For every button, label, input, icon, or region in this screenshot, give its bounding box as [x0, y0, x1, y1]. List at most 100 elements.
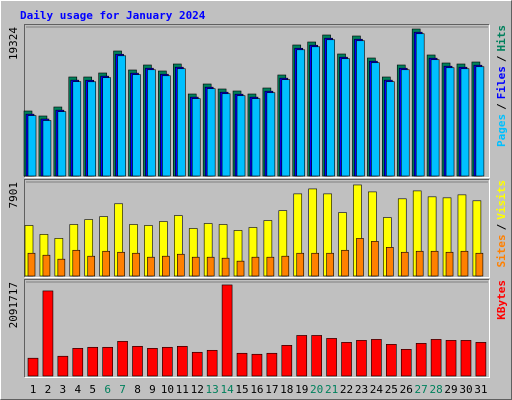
x-tick-label: 22 [340, 383, 353, 396]
legend-separator: / [495, 223, 508, 230]
bar [430, 59, 440, 177]
bar [72, 249, 81, 277]
bar [57, 111, 67, 177]
x-tick-label: 12 [191, 383, 204, 396]
x-tick-label: 6 [104, 383, 111, 396]
bar [102, 346, 113, 377]
bar [415, 250, 424, 277]
bar [147, 348, 158, 377]
bar [296, 335, 308, 377]
x-tick-label: 7 [119, 383, 126, 396]
bar [236, 352, 248, 377]
bar [400, 349, 412, 377]
bar [117, 341, 128, 377]
bar [281, 255, 290, 277]
panel-bevel [24, 279, 490, 378]
x-tick-label: 15 [235, 383, 248, 396]
bar [371, 241, 379, 277]
legend: Sites / Visits [495, 180, 508, 268]
x-tick-label: 20 [310, 383, 323, 396]
x-tick-label: 26 [400, 383, 413, 396]
x-tick-label: 8 [134, 383, 141, 396]
bar [27, 357, 39, 377]
bar [147, 69, 156, 177]
bar [281, 79, 291, 177]
x-tick-label: 10 [161, 383, 174, 396]
bar [191, 351, 203, 377]
bar [147, 256, 155, 277]
bar [430, 250, 439, 277]
bar [296, 252, 305, 277]
bar [132, 345, 143, 377]
bar [42, 254, 51, 277]
x-tick-label: 19 [295, 383, 308, 396]
bar [27, 252, 36, 277]
bar [42, 120, 52, 177]
bar [326, 252, 334, 277]
legend-entry: Pages [495, 114, 508, 147]
x-tick-label: 9 [149, 383, 156, 396]
bar [386, 344, 397, 377]
legend-entry: Files [495, 66, 508, 99]
bar [206, 256, 215, 277]
bar [266, 256, 275, 277]
x-tick-label: 2 [45, 383, 52, 396]
y-tick-label: 7901 [7, 182, 20, 209]
bar [430, 339, 442, 377]
bar [57, 355, 69, 377]
bar [236, 95, 246, 177]
bar [341, 342, 352, 377]
x-tick-label: 17 [265, 383, 278, 396]
panel-bevel [24, 279, 490, 378]
bar [206, 88, 216, 177]
bar [460, 340, 472, 377]
bar [415, 33, 425, 177]
legend-entry: KBytes [495, 280, 508, 320]
bar [356, 340, 367, 377]
bar [191, 256, 200, 277]
x-tick-label: 28 [429, 383, 442, 396]
x-tick-label: 23 [355, 383, 368, 396]
bar [221, 93, 231, 177]
bar [296, 49, 306, 177]
panel-bevel [24, 179, 490, 278]
bar [221, 257, 230, 277]
bar [386, 81, 395, 177]
bar [311, 46, 320, 177]
bar [177, 345, 188, 377]
x-tick-label: 27 [415, 383, 428, 396]
bar [475, 342, 487, 377]
bar [132, 252, 140, 277]
bar [177, 68, 186, 177]
x-tick-label: 21 [325, 383, 338, 396]
legend-entry: Hits [495, 25, 508, 52]
bar [87, 255, 96, 277]
bar [132, 74, 141, 177]
chart-title: Daily usage for January 2024 [20, 9, 206, 22]
legend-separator: / [495, 55, 508, 62]
bar [191, 98, 201, 177]
bar [87, 81, 97, 177]
bar [87, 346, 99, 377]
bar [27, 115, 37, 177]
legend: KBytes [495, 280, 508, 320]
x-tick-label: 18 [280, 383, 293, 396]
bar [117, 251, 125, 277]
bar [162, 75, 171, 177]
x-tick-label: 25 [385, 383, 398, 396]
bar [460, 250, 469, 277]
bar [117, 55, 126, 177]
x-tick-label: 1 [30, 383, 37, 396]
panel-bevel [24, 179, 490, 278]
bar [326, 39, 335, 177]
bar [266, 352, 278, 377]
x-tick-label: 13 [206, 383, 219, 396]
bar [177, 253, 185, 277]
bar [206, 349, 218, 377]
bar [162, 346, 173, 377]
bar [72, 348, 84, 377]
x-tick-label: 30 [459, 383, 472, 396]
y-tick-label: 2091717 [7, 282, 20, 328]
